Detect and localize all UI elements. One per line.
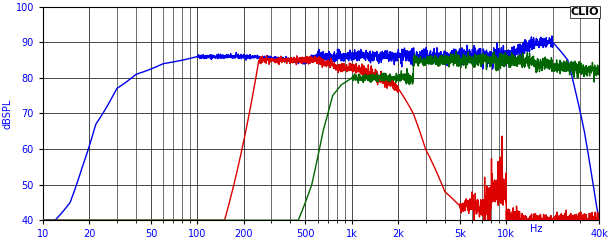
Text: CLIO: CLIO [571,7,599,17]
Y-axis label: dBSPL: dBSPL [3,98,13,129]
Text: Hz: Hz [530,225,542,234]
